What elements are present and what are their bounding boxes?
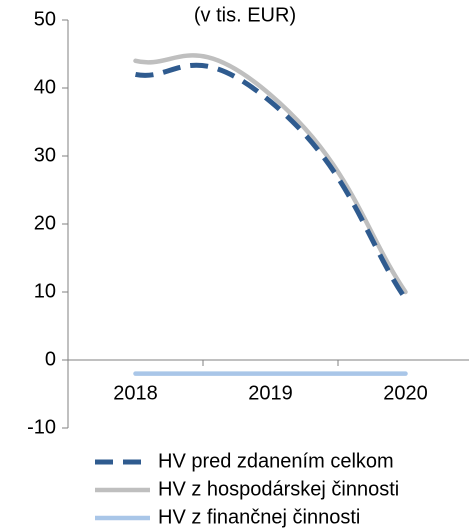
y-tick-label: 50 [34,8,56,30]
y-tick-label: 30 [34,144,56,166]
y-tick-label: -10 [27,416,56,438]
chart-title: (v tis. EUR) [194,4,296,26]
legend-label: HV z finančnej činnosti [158,506,360,528]
y-tick-label: 0 [45,348,56,370]
legend-label: HV z hospodárskej činnosti [158,478,399,500]
x-tick-label: 2020 [383,382,428,404]
series-line [135,62,408,301]
series-line [133,53,408,295]
y-tick-label: 10 [34,280,56,302]
y-tick-label: 20 [34,212,56,234]
legend-label: HV pred zdanením celkom [158,450,394,472]
y-tick-label: 40 [34,76,56,98]
x-tick-label: 2018 [113,382,158,404]
x-tick-label: 2019 [248,382,293,404]
